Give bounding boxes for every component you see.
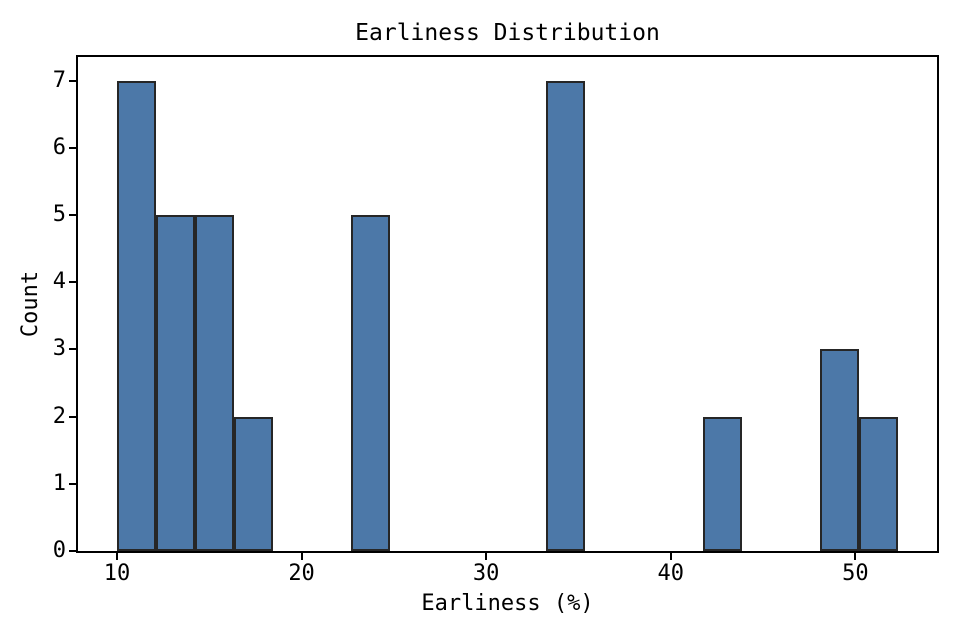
y-tick-mark xyxy=(69,213,76,216)
y-tick-mark xyxy=(69,146,76,149)
x-tick-label: 20 xyxy=(288,561,315,586)
plot-area: 10 20 30 40 50 0 1 2 3 4 5 6 7 xyxy=(53,55,939,586)
histogram-bar xyxy=(195,214,234,551)
y-tick-mark xyxy=(69,550,76,552)
histogram-bar xyxy=(351,214,390,551)
x-tick-label: 40 xyxy=(657,561,685,586)
x-tick-mark xyxy=(300,553,303,560)
y-tick-label: 0 xyxy=(52,538,66,563)
x-tick-mark xyxy=(854,553,857,560)
y-tick-label: 7 xyxy=(52,67,66,93)
x-axis-label: Earliness (%) xyxy=(421,591,594,616)
y-tick-label: 1 xyxy=(52,470,66,496)
y-tick-mark xyxy=(69,348,76,351)
y-tick-label: 5 xyxy=(52,201,66,227)
y-tick-label: 6 xyxy=(52,134,66,160)
histogram-bar xyxy=(859,416,898,551)
histogram-bar xyxy=(234,416,273,551)
histogram-bar xyxy=(546,80,585,551)
chart-title: Earliness Distribution xyxy=(355,20,660,46)
histogram-bar xyxy=(156,214,195,551)
x-tick-mark xyxy=(485,553,488,560)
y-tick-label: 4 xyxy=(52,269,66,295)
x-tick-label: 30 xyxy=(472,561,500,586)
y-tick-label: 2 xyxy=(52,403,66,429)
x-tick-mark xyxy=(669,553,672,560)
x-tick-label: 50 xyxy=(842,561,869,586)
x-tick-label: 10 xyxy=(103,561,131,586)
x-tick-mark xyxy=(115,553,118,560)
histogram-bar xyxy=(703,416,742,551)
histogram-bar xyxy=(117,80,156,551)
histogram-bar xyxy=(820,349,859,551)
y-tick-mark xyxy=(69,281,76,284)
y-tick-mark xyxy=(69,415,76,418)
y-tick-label: 3 xyxy=(52,336,66,362)
y-tick-mark xyxy=(69,79,76,82)
y-tick-mark xyxy=(69,482,76,485)
